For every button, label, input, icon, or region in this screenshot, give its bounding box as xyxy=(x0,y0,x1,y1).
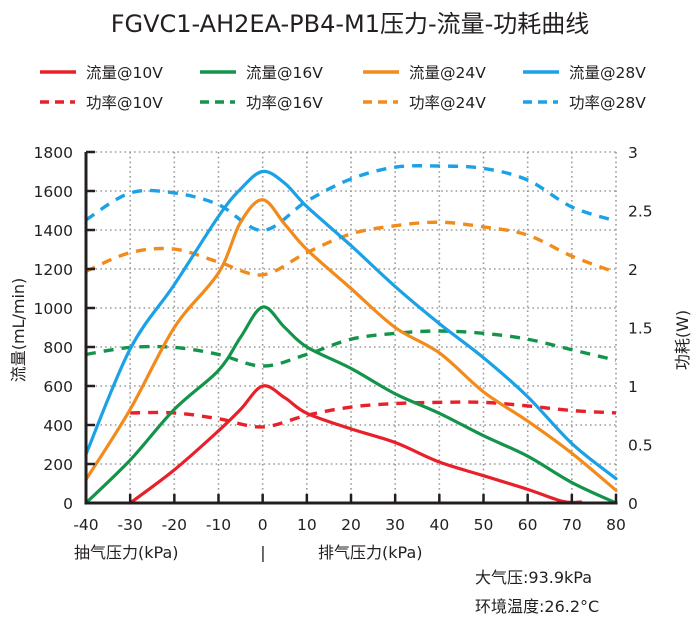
y2-tick-label: 2 xyxy=(628,261,638,279)
axes xyxy=(84,150,618,505)
legend-item: 功率@28V xyxy=(523,94,646,112)
y-tick-labels: 0 200 400 600 800 1000 1200 1400 1600 1800 xyxy=(34,144,73,513)
y-tick-label: 1800 xyxy=(34,144,73,162)
y-tick-label: 1400 xyxy=(34,222,73,240)
x-tick-label: 10 xyxy=(297,516,317,534)
power-line-16v xyxy=(85,329,617,368)
y-tick-label: 1200 xyxy=(34,261,73,279)
legend-label: 流量@28V xyxy=(569,64,646,82)
y-tick-label: 1600 xyxy=(34,183,73,201)
y2-axis-label: 功耗(W) xyxy=(673,310,692,370)
y2-tick-label: 2.5 xyxy=(628,203,653,221)
legend: 流量@10V 流量@16V 流量@24V 流量@28V 功率@10V 功率@16V 功率@2… xyxy=(40,64,646,112)
y-tick-label: 600 xyxy=(43,378,73,396)
annotation-ambient-temperature: 环境温度:26.2°C xyxy=(475,597,599,616)
y2-tick-label: 0.5 xyxy=(628,437,653,455)
y-axis-label: 流量(mL/min) xyxy=(9,278,28,383)
legend-label: 功率@10V xyxy=(86,94,163,112)
legend-label: 功率@28V xyxy=(569,94,646,112)
x-tick-label: 50 xyxy=(474,516,494,534)
y2-tick-label: 3 xyxy=(628,144,638,162)
x-axis-label-suction: 抽气压力(kPa) xyxy=(74,543,179,562)
y2-tick-labels: 0 0.5 1 1.5 2 2.5 3 xyxy=(628,144,653,513)
x-axis-label-separator: | xyxy=(260,543,265,562)
x-tick-label: 20 xyxy=(341,516,361,534)
chart-title: FGVC1-AH2EA-PB4-M1压力-流量-功耗曲线 xyxy=(111,10,590,38)
y2-tick-label: 1 xyxy=(628,378,638,396)
x-tick-labels: -40 -30 -20 -10 0 10 20 30 40 50 60 70 80 xyxy=(73,516,626,534)
x-axis-label-discharge: 排气压力(kPa) xyxy=(318,543,423,562)
y2-tick-label: 1.5 xyxy=(628,320,653,338)
flow-line-24v xyxy=(84,198,618,492)
y-tick-label: 800 xyxy=(43,339,73,357)
power-line-10v xyxy=(130,400,617,429)
power-line-24v xyxy=(85,220,617,277)
y2-tick-label: 0 xyxy=(628,495,638,513)
grid xyxy=(86,151,617,503)
y-tick-label: 0 xyxy=(63,495,73,513)
y-tick-label: 400 xyxy=(43,417,73,435)
flow-line-28v xyxy=(84,169,618,481)
legend-label: 流量@24V xyxy=(409,64,486,82)
x-tick-label: 40 xyxy=(429,516,449,534)
legend-item: 流量@16V xyxy=(200,64,323,82)
x-tick-label: 0 xyxy=(258,516,268,534)
legend-item: 流量@24V xyxy=(363,64,486,82)
x-tick-label: -20 xyxy=(162,516,187,534)
legend-item: 流量@10V xyxy=(40,64,163,82)
legend-item: 功率@16V xyxy=(200,94,323,112)
legend-label: 功率@24V xyxy=(409,94,486,112)
x-tick-label: -10 xyxy=(206,516,231,534)
x-tick-label: -40 xyxy=(73,516,98,534)
legend-label: 流量@10V xyxy=(86,64,163,82)
x-tick-label: 30 xyxy=(385,516,405,534)
x-tick-label: 60 xyxy=(518,516,538,534)
annotation-atmospheric-pressure: 大气压:93.9kPa xyxy=(475,568,592,587)
x-tick-label: 70 xyxy=(562,516,582,534)
series-layer xyxy=(84,164,618,505)
legend-item: 流量@28V xyxy=(523,64,646,82)
x-tick-label: 80 xyxy=(606,516,626,534)
legend-item: 功率@10V xyxy=(40,94,163,112)
flow-line-10v xyxy=(128,384,583,505)
flow-line-16v xyxy=(84,305,618,505)
power-line-28v xyxy=(85,164,617,233)
y-tick-label: 1000 xyxy=(34,300,73,318)
x-tick-label: -30 xyxy=(118,516,143,534)
y-tick-label: 200 xyxy=(43,456,73,474)
legend-label: 流量@16V xyxy=(246,64,323,82)
legend-label: 功率@16V xyxy=(246,94,323,112)
legend-item: 功率@24V xyxy=(363,94,486,112)
